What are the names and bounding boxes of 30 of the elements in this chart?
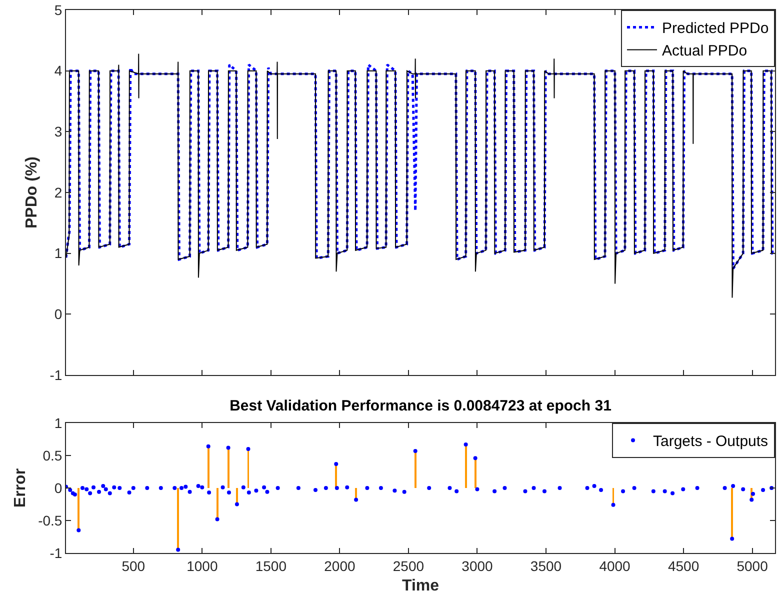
y-tick-label: 3 [54,124,62,140]
y-axis-title: PPDo (%) [24,156,41,228]
y-tick-label: 1 [54,414,62,431]
x-tick-label: 1000 [186,558,218,574]
y-tick-label: 2 [54,184,62,200]
x-tick-label: 5000 [736,558,768,574]
y-tick-label: 0 [54,306,62,322]
y-axis-title: Error [12,468,29,508]
legend-label: Targets - Outputs [653,433,768,450]
x-axis-title: Time [402,578,440,594]
chart-title: Best Validation Performance is 0.0084723 at epoch 31 [230,397,612,414]
x-tick-label: 500 [122,558,146,574]
x-tick-label: 2000 [324,558,356,574]
x-tick-label: 3000 [462,558,494,574]
y-tick-label: 0.5 [42,447,62,464]
legend-label: Actual PPDo [662,42,748,60]
x-tick-label: 4000 [599,558,631,574]
y-tick-label: 1 [54,245,62,262]
x-tick-label: 2500 [392,558,424,574]
legend-label: Predicted PPDo [662,20,769,38]
y-tick-label: -0.5 [38,512,62,528]
y-tick-label: 5 [54,2,62,18]
x-tick-label: 1500 [255,558,287,574]
x-tick-label: 3500 [530,558,562,574]
y-tick-label: -1 [50,366,62,383]
x-tick-label: 4500 [668,558,700,574]
line-series [66,64,775,270]
y-tick-label: 4 [54,62,62,79]
y-tick-label: -1 [50,544,62,561]
y-tick-label: 0 [54,480,62,496]
